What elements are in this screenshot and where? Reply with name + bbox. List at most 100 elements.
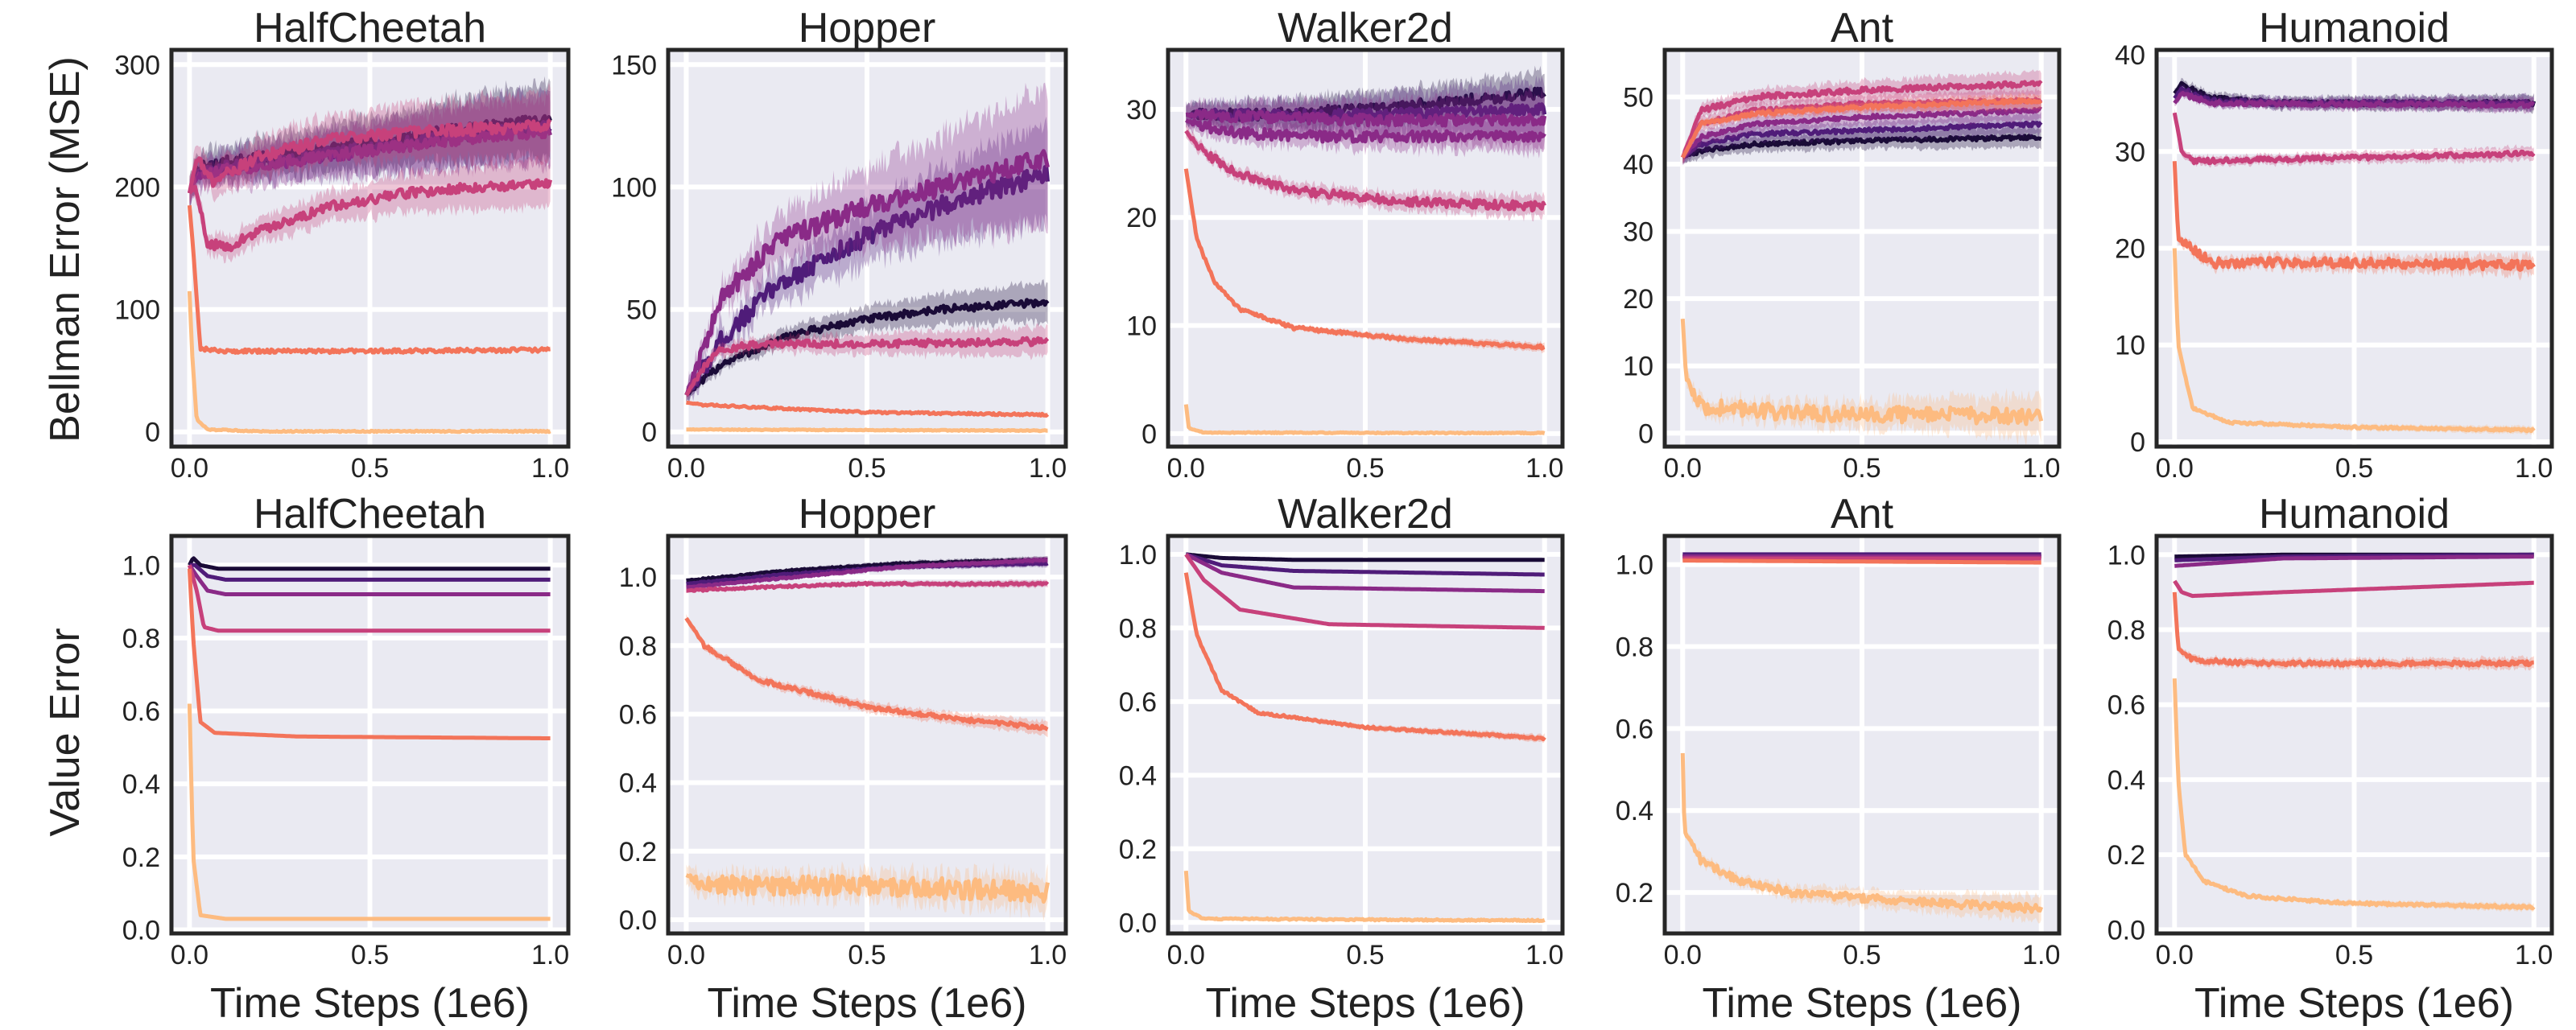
series-group [1183, 65, 1547, 436]
x-tick-label: 0.5 [1346, 940, 1384, 970]
series-line-5 [187, 703, 551, 921]
y-tick-label: 0.2 [1616, 878, 1653, 908]
plot-frame [666, 534, 1068, 936]
series-line-5 [2172, 678, 2536, 911]
x-tick-label: 0.5 [1843, 453, 1880, 484]
series-line-2 [2174, 554, 2535, 568]
y-tick-label: 0 [145, 418, 160, 448]
x-tick-label: 0.5 [1843, 940, 1880, 970]
panel-title: HalfCheetah [254, 5, 486, 52]
series-line-1 [188, 562, 551, 582]
y-tick-label: 300 [114, 50, 160, 80]
series-line-4 [1680, 80, 2043, 159]
series-line-5 [685, 873, 1050, 904]
series-line-2 [1185, 108, 1547, 128]
series-line-2 [2173, 91, 2535, 109]
y-tick-label: 0.4 [619, 768, 657, 799]
series-group [1680, 552, 2044, 924]
y-tick-label: 0 [1141, 419, 1157, 450]
x-tick-label: 0.0 [2156, 940, 2194, 970]
series-line-1 [1681, 120, 2043, 159]
series-line-4 [2172, 591, 2535, 668]
y-tick-label: 0.0 [2107, 915, 2145, 946]
y-tick-label: 20 [1623, 284, 1653, 315]
plot-frame [2154, 47, 2554, 449]
x-tick-label: 1.0 [2515, 940, 2553, 970]
x-tick-label: 0.0 [1167, 940, 1205, 970]
panel-value-walker2d: 0.0 0.5 1.0 0.0 0.2 0.4 0.6 0.8 1.0 Walker2d Time … [1119, 491, 1565, 1027]
x-tick-label: 1.0 [2022, 453, 2060, 484]
y-tick-label: 0.6 [2107, 690, 2145, 721]
panel-title: Walker2d [1278, 491, 1453, 538]
x-tick-label: 1.0 [1029, 940, 1067, 970]
x-tick-label: 0.5 [848, 453, 886, 484]
x-tick-label: 1.0 [531, 453, 569, 484]
series-line-3 [1184, 118, 1546, 144]
y-tick-label: 0.2 [2107, 840, 2145, 871]
series-band-4 [1186, 124, 1545, 222]
series-line-4 [188, 178, 553, 253]
series-line-5 [685, 426, 1049, 434]
series-line-3 [187, 564, 551, 633]
y-tick-label: 0.2 [619, 837, 657, 867]
series-line-5 [1680, 752, 2044, 914]
x-tick-label: 0.0 [1664, 453, 1702, 484]
plot-frame [1166, 47, 1565, 449]
series-band-5 [1682, 92, 2041, 162]
series-band-1 [686, 116, 1048, 404]
series-line-4 [684, 616, 1049, 731]
series-group [1680, 69, 2044, 447]
x-tick-label: 0.5 [848, 940, 886, 970]
y-tick-label: 100 [114, 295, 160, 326]
series-group [2172, 552, 2536, 913]
panel-title: Ant [1831, 491, 1894, 538]
y-tick-label: 0.6 [122, 697, 160, 727]
series-band-3 [189, 82, 551, 211]
row-label-value-error: Value Error [42, 628, 89, 836]
y-tick-label: 0.6 [619, 699, 657, 730]
x-tick-label: 0.0 [667, 940, 705, 970]
y-tick-label: 10 [1623, 352, 1653, 382]
y-tick-label: 100 [611, 172, 657, 203]
series-band-3 [1682, 87, 2041, 164]
series-line-4 [1183, 572, 1546, 742]
x-tick-label: 1.0 [1525, 940, 1563, 970]
x-tick-label: 0.5 [351, 940, 389, 970]
x-axis-label: Time Steps (1e6) [708, 980, 1027, 1027]
series-line-5 [1183, 168, 1546, 351]
series-group [684, 82, 1050, 434]
panel-bellman-walker2d: 0.0 0.5 1.0 0 10 20 30 Walker2d [1126, 5, 1565, 484]
y-tick-label: 0.0 [122, 915, 160, 946]
panel-bellman-halfcheetah: 0.0 0.5 1.0 0 100 200 300 HalfCheetah [114, 5, 571, 484]
x-tick-label: 0.0 [1664, 940, 1702, 970]
series-line-0 [1682, 134, 2042, 160]
series-line-0 [188, 556, 551, 571]
x-tick-label: 1.0 [2022, 940, 2060, 970]
y-tick-label: 1.0 [1119, 540, 1157, 571]
panel-title: Hopper [799, 491, 936, 538]
panel-value-halfcheetah: 0.0 0.5 1.0 0.0 0.2 0.4 0.6 0.8 1.0 HalfCheetah Ti… [122, 491, 571, 1027]
y-tick-label: 0.8 [1119, 613, 1157, 644]
y-tick-label: 1.0 [2107, 540, 2145, 571]
y-tick-label: 0.4 [1119, 760, 1157, 791]
y-tick-label: 0.2 [122, 843, 160, 873]
x-tick-label: 0.0 [171, 453, 208, 484]
y-tick-label: 30 [1623, 217, 1653, 248]
y-tick-label: 0.4 [122, 769, 160, 800]
series-line-6 [1183, 404, 1546, 436]
y-tick-label: 0.8 [2107, 616, 2145, 646]
plot-frame [1166, 534, 1565, 936]
y-tick-label: 0.8 [619, 631, 657, 661]
plot-frame [1662, 534, 2062, 936]
x-tick-label: 0.5 [2335, 453, 2373, 484]
x-axis-label: Time Steps (1e6) [210, 980, 530, 1027]
panel-bellman-humanoid: 0.0 0.5 1.0 0 10 20 30 40 Humanoid [2115, 5, 2554, 484]
plot-frame [2154, 534, 2554, 936]
series-group [684, 556, 1050, 921]
y-tick-label: 40 [2115, 40, 2145, 71]
y-tick-label: 50 [1623, 82, 1653, 113]
y-tick-label: 0.0 [1119, 908, 1157, 938]
y-tick-label: 1.0 [1616, 550, 1653, 581]
panel-value-humanoid: 0.0 0.5 1.0 0.0 0.2 0.4 0.6 0.8 1.0 Humanoid Time … [2107, 491, 2554, 1027]
